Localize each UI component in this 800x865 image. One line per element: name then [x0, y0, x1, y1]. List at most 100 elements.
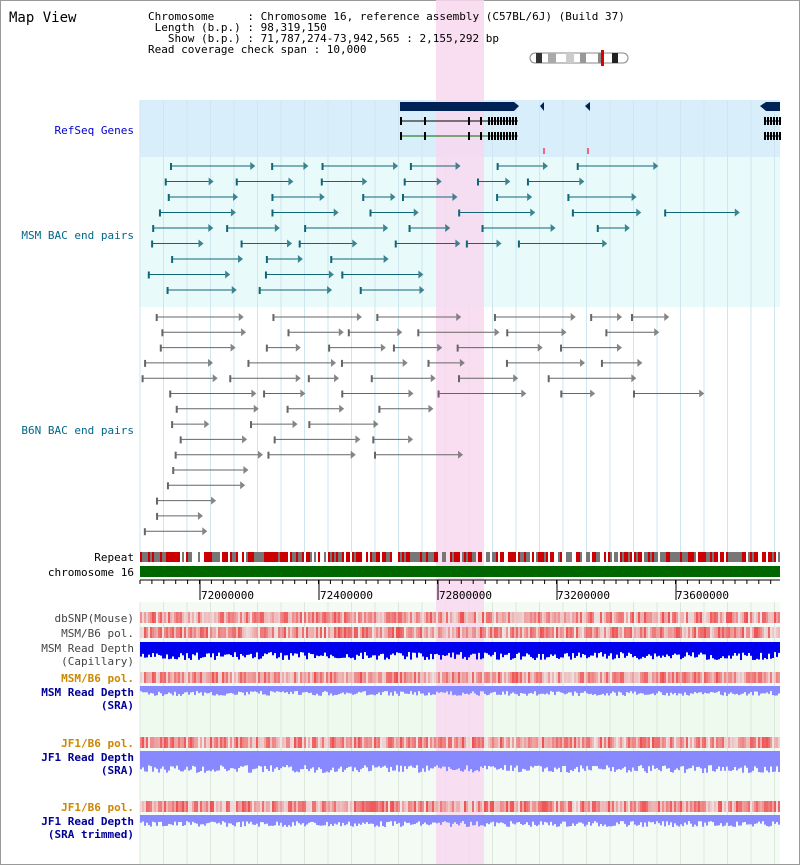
repeat-bar	[358, 552, 360, 562]
polymorphism-cell	[276, 612, 278, 623]
read-depth-bar	[382, 686, 384, 693]
read-depth-bar	[158, 642, 160, 655]
read-depth-bar	[506, 751, 508, 771]
polymorphism-cell	[212, 627, 214, 638]
polymorphism-cell	[438, 801, 440, 812]
read-depth-bar	[396, 686, 398, 694]
repeat-bar	[434, 552, 436, 562]
msm-bac-pair-end	[664, 209, 667, 217]
polymorphism-cell	[390, 672, 392, 683]
repeat-bar	[198, 552, 200, 562]
polymorphism-cell	[418, 627, 420, 638]
read-depth-bar	[382, 751, 384, 767]
read-depth-bar	[410, 686, 412, 692]
polymorphism-cell	[252, 801, 254, 812]
read-depth-bar	[732, 686, 734, 694]
read-depth-bar	[152, 686, 154, 694]
polymorphism-cell	[720, 627, 722, 638]
polymorphism-cell	[162, 801, 164, 812]
exon	[491, 117, 493, 125]
read-depth-bar	[344, 751, 346, 770]
read-depth-bar	[674, 642, 676, 654]
polymorphism-cell	[198, 737, 200, 748]
repeat-bar	[634, 552, 636, 562]
polymorphism-cell	[214, 672, 216, 683]
polymorphism-cell	[530, 672, 532, 683]
repeat-bar	[682, 552, 684, 562]
polymorphism-cell	[220, 672, 222, 683]
track-label-b6n-bac[interactable]: B6N BAC end pairs	[21, 424, 134, 437]
track-label-msm-bac[interactable]: MSM BAC end pairs	[21, 229, 134, 242]
polymorphism-cell	[378, 737, 380, 748]
polymorphism-cell	[494, 627, 496, 638]
read-depth-bar	[318, 642, 320, 657]
read-depth-bar	[716, 751, 718, 769]
read-depth-bar	[544, 642, 546, 660]
polymorphism-cell	[732, 737, 734, 748]
polymorphism-cell	[180, 627, 182, 638]
read-depth-bar	[334, 815, 336, 824]
polymorphism-cell	[144, 612, 146, 623]
polymorphism-cell	[718, 737, 720, 748]
read-depth-bar	[754, 751, 756, 767]
polymorphism-cell	[148, 737, 150, 748]
read-depth-bar	[454, 642, 456, 659]
repeat-bar	[492, 552, 494, 562]
polymorphism-cell	[282, 801, 284, 812]
polymorphism-cell	[256, 627, 258, 638]
polymorphism-cell	[152, 737, 154, 748]
read-depth-bar	[536, 686, 538, 696]
repeat-bar	[702, 552, 704, 562]
polymorphism-cell	[700, 737, 702, 748]
repeat-bar	[512, 552, 514, 562]
polymorphism-cell	[496, 627, 498, 638]
repeat-bar	[164, 552, 166, 562]
polymorphism-cell	[606, 627, 608, 638]
read-depth-bar	[314, 751, 316, 773]
read-depth-bar	[286, 642, 288, 656]
polymorphism-cell	[346, 627, 348, 638]
ideogram-band	[598, 53, 602, 63]
read-depth-bar	[736, 751, 738, 771]
polymorphism-cell	[472, 737, 474, 748]
read-depth-bar	[618, 642, 620, 659]
polymorphism-cell	[484, 737, 486, 748]
polymorphism-cell	[560, 627, 562, 638]
track-label-jf1-b6-pol: JF1/B6 pol.	[61, 737, 134, 750]
read-depth-bar	[624, 815, 626, 824]
polymorphism-cell	[444, 737, 446, 748]
read-depth-bar	[590, 686, 592, 694]
polymorphism-cell	[606, 737, 608, 748]
b6n-bac-pair-end	[605, 329, 608, 337]
polymorphism-cell	[488, 801, 490, 812]
repeat-bar	[768, 552, 770, 562]
ideogram-band	[612, 53, 618, 63]
repeat-bar	[650, 552, 652, 562]
read-depth-bar	[266, 751, 268, 770]
polymorphism-cell	[348, 672, 350, 683]
polymorphism-cell	[542, 672, 544, 683]
repeat-bar	[624, 552, 626, 562]
read-depth-bar	[184, 751, 186, 770]
track-label-refseq[interactable]: RefSeq Genes	[54, 124, 134, 137]
repeat-bar	[580, 552, 582, 562]
msm-bac-pair-end	[526, 178, 529, 186]
polymorphism-cell	[304, 612, 306, 623]
repeat-bar	[188, 552, 190, 562]
read-depth-bar	[606, 815, 608, 827]
repeat-bar	[266, 552, 268, 562]
polymorphism-cell	[660, 801, 662, 812]
polymorphism-cell	[612, 801, 614, 812]
polymorphism-cell	[636, 627, 638, 638]
read-depth-bar	[702, 815, 704, 827]
read-depth-bar	[380, 751, 382, 768]
polymorphism-cell	[382, 672, 384, 683]
polymorphism-cell	[602, 737, 604, 748]
polymorphism-cell	[278, 672, 280, 683]
read-depth-bar	[756, 686, 758, 692]
read-depth-bar	[420, 686, 422, 694]
read-depth-bar	[346, 751, 348, 768]
read-depth-bar	[498, 815, 500, 824]
repeat-bar	[406, 552, 408, 562]
